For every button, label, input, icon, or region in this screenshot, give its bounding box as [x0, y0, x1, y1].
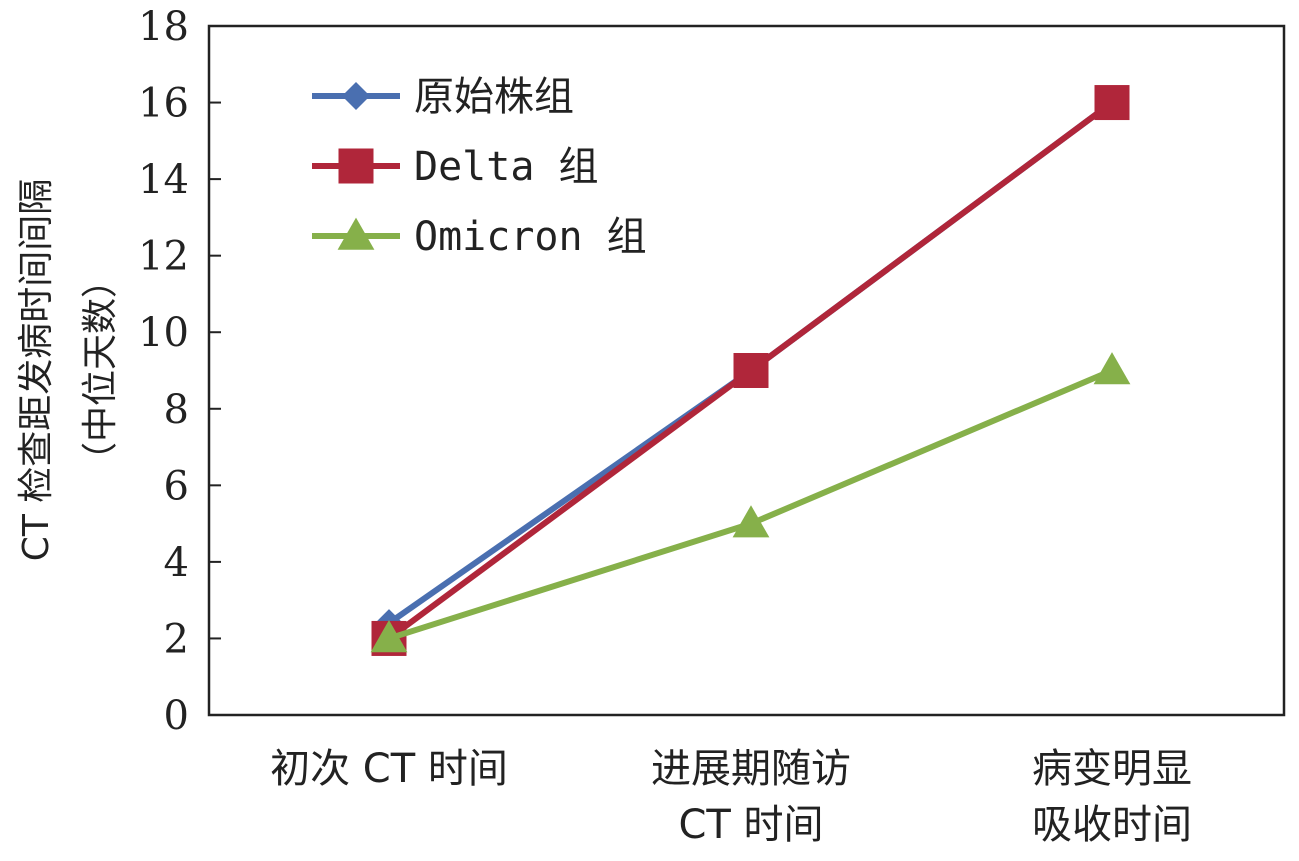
data-point-triangle [370, 620, 408, 653]
y-tick-label: 10 [138, 310, 189, 356]
data-point-diamond [342, 82, 370, 110]
y-tick-label: 18 [138, 4, 189, 50]
x-category-label: CT 时间 [678, 802, 823, 848]
series-line [388, 367, 1114, 642]
y-axis-title: CT 检查距发病时间间隔 （中位天数） [16, 179, 121, 562]
data-point-square [338, 148, 374, 184]
series-triangle [370, 352, 1131, 653]
y-tick-label: 16 [138, 81, 189, 127]
y-tick-label: 6 [164, 463, 189, 509]
y-tick-label: 8 [164, 387, 189, 433]
legend-label: Delta 组 [414, 144, 599, 190]
x-category-label: 病变明显 [1032, 746, 1192, 792]
y-tick-label: 2 [164, 616, 189, 662]
data-point-square [1094, 85, 1130, 121]
legend-label: 原始株组 [414, 74, 574, 120]
legend-label: Omicron 组 [414, 214, 647, 260]
x-category-label: 进展期随访 [651, 746, 851, 792]
y-axis-title-line-2: （中位天数） [80, 262, 121, 478]
x-category-label: 吸收时间 [1032, 802, 1192, 848]
y-axis-title-line-1: CT 检查距发病时间间隔 [16, 179, 57, 562]
legend: 原始株组 Delta 组 Omicron 组 [312, 74, 647, 260]
plot-border [207, 24, 1286, 717]
x-category-label: 初次 CT 时间 [270, 746, 508, 792]
y-tick-label: 12 [138, 234, 189, 280]
data-point-triangle [337, 217, 375, 250]
y-tick-label: 14 [138, 157, 189, 203]
series [370, 85, 1131, 656]
y-tick-label: 4 [164, 540, 189, 586]
data-point-square [733, 353, 769, 388]
data-point-triangle [732, 505, 770, 538]
data-point-triangle [1093, 352, 1131, 385]
y-axis: 0 2 4 6 8 10 12 14 16 18 [138, 4, 221, 739]
y-tick-label: 0 [164, 693, 189, 739]
plot-frame [207, 24, 1286, 717]
